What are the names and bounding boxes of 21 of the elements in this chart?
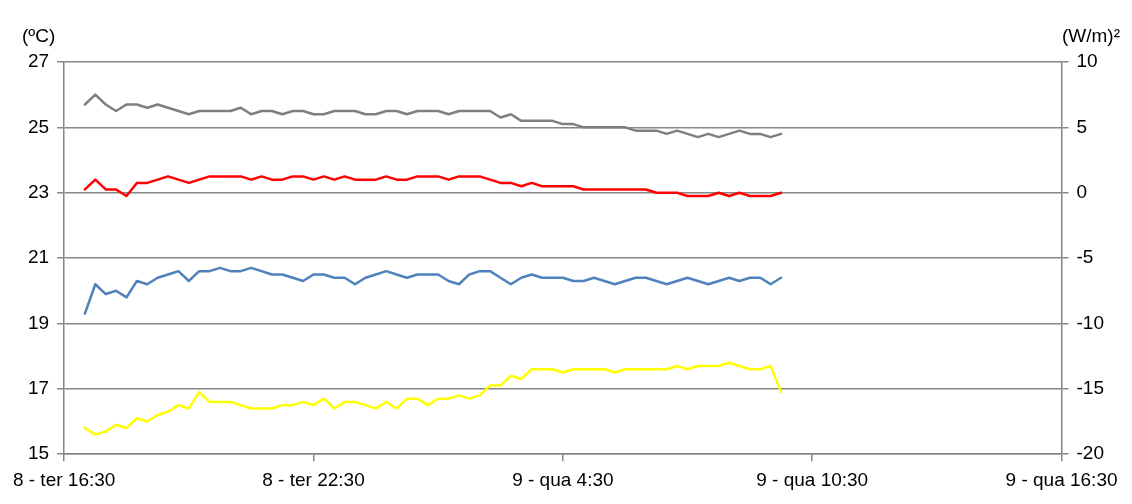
y-axis-title: (ºC) — [22, 25, 56, 46]
x-tick-label: 9 - qua 10:30 — [756, 468, 869, 490]
y-tick-label: 21 — [27, 246, 50, 268]
y2-tick-label: -20 — [1076, 442, 1105, 464]
y2-tick-label: -5 — [1076, 246, 1094, 268]
y2-tick-label: 5 — [1076, 115, 1088, 137]
y-tick-label: 23 — [27, 180, 50, 202]
y2-tick-label: 10 — [1076, 50, 1098, 72]
y-tick-label: 25 — [27, 115, 50, 137]
x-tick-label: 9 - qua 16:30 — [1005, 468, 1118, 490]
y-tick-label: 27 — [27, 50, 50, 72]
y-tick-label: 15 — [27, 442, 50, 464]
x-tick-label: 8 - ter 16:30 — [12, 468, 116, 490]
y2-tick-label: -10 — [1076, 311, 1105, 333]
x-tick-label: 8 - ter 22:30 — [262, 468, 365, 490]
x-tick-label: 9 - qua 4:30 — [512, 468, 614, 490]
y2-tick-label: -15 — [1076, 377, 1105, 399]
y2-tick-label: 0 — [1076, 180, 1088, 202]
y-tick-label: 19 — [27, 311, 50, 333]
y-tick-label: 17 — [27, 377, 50, 399]
y2-axis-title: (W/m)² — [1061, 25, 1120, 46]
